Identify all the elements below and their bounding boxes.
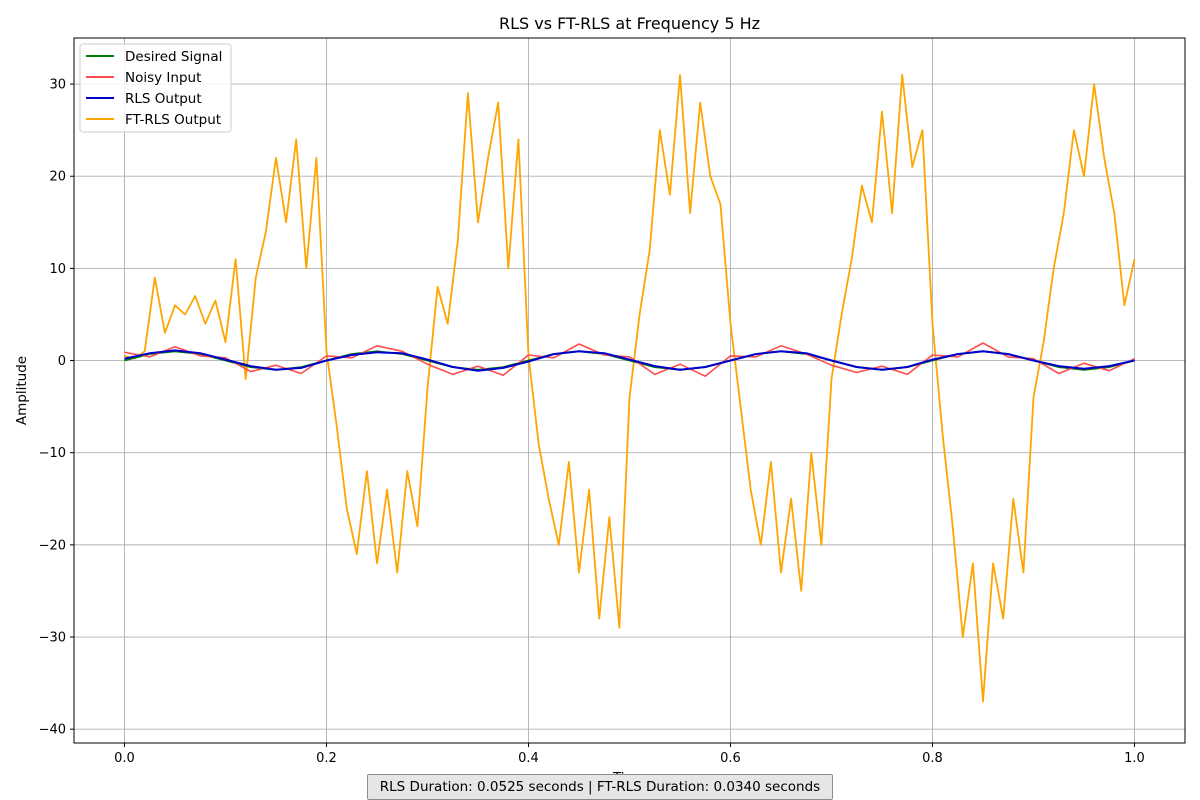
x-tick-label: 0.4 — [518, 751, 539, 766]
legend-label-noisy-input: Noisy Input — [125, 70, 201, 86]
y-tick-label: −10 — [39, 446, 66, 461]
x-tick-label: 0.8 — [922, 751, 943, 766]
legend-label-rls-output: RLS Output — [125, 91, 202, 107]
y-tick-label: 30 — [49, 78, 66, 93]
y-axis-label: Amplitude — [14, 356, 30, 425]
legend-label-ft-rls-output: FT-RLS Output — [125, 112, 221, 128]
y-tick-label: −40 — [39, 723, 66, 738]
axis-ticks: 0.0 0.2 0.4 0.6 0.8 1.0 −40 −30 −20 −10 0 10 20 30 — [39, 78, 1145, 766]
axes-frame — [73, 37, 1186, 744]
x-tick-label: 0.6 — [720, 751, 741, 766]
legend-box — [79, 43, 232, 133]
chart-title: RLS vs FT-RLS at Frequency 5 Hz — [499, 14, 760, 33]
y-tick-label: −20 — [39, 538, 66, 553]
legend: Desired Signal Noisy Input RLS Output FT… — [79, 43, 232, 133]
duration-footer: RLS Duration: 0.0525 seconds | FT-RLS Du… — [367, 774, 833, 800]
y-tick-label: 10 — [49, 262, 66, 277]
x-tick-label: 1.0 — [1124, 751, 1145, 766]
series-lines — [124, 74, 1136, 703]
series-line-ft-rls-output — [124, 74, 1136, 703]
series-line-rls-output — [124, 349, 1135, 372]
legend-label-desired-signal: Desired Signal — [125, 49, 222, 65]
y-tick-label: 20 — [49, 170, 66, 185]
y-tick-label: −30 — [39, 631, 66, 646]
x-tick-label: 0.2 — [316, 751, 337, 766]
x-tick-label: 0.0 — [114, 751, 135, 766]
y-tick-label: 0 — [58, 354, 66, 369]
